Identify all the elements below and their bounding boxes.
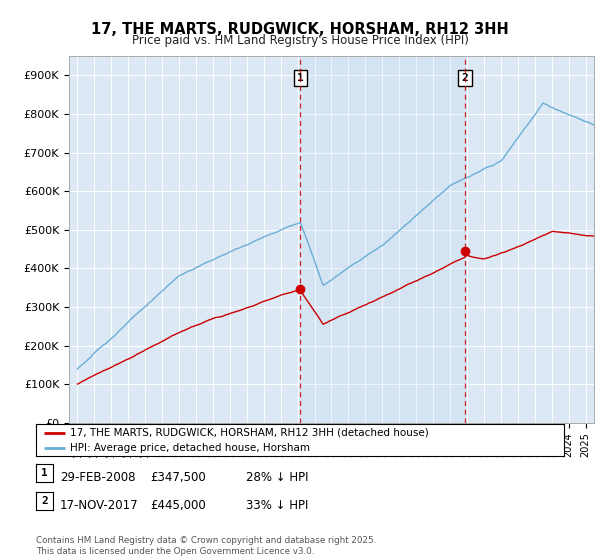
Text: 2: 2 bbox=[41, 496, 48, 506]
Text: £445,000: £445,000 bbox=[150, 498, 206, 512]
Text: 33% ↓ HPI: 33% ↓ HPI bbox=[246, 498, 308, 512]
Text: Contains HM Land Registry data © Crown copyright and database right 2025.
This d: Contains HM Land Registry data © Crown c… bbox=[36, 536, 376, 556]
Text: 28% ↓ HPI: 28% ↓ HPI bbox=[246, 470, 308, 484]
Text: 17, THE MARTS, RUDGWICK, HORSHAM, RH12 3HH: 17, THE MARTS, RUDGWICK, HORSHAM, RH12 3… bbox=[91, 22, 509, 38]
Bar bbox=[301, 56, 465, 423]
Text: 2: 2 bbox=[461, 73, 469, 83]
Text: HPI: Average price, detached house, Horsham: HPI: Average price, detached house, Hors… bbox=[70, 443, 310, 453]
Text: 17-NOV-2017: 17-NOV-2017 bbox=[60, 498, 139, 512]
Text: 17, THE MARTS, RUDGWICK, HORSHAM, RH12 3HH (detached house): 17, THE MARTS, RUDGWICK, HORSHAM, RH12 3… bbox=[70, 428, 429, 438]
Text: Price paid vs. HM Land Registry's House Price Index (HPI): Price paid vs. HM Land Registry's House … bbox=[131, 34, 469, 46]
Text: 1: 1 bbox=[297, 73, 304, 83]
Text: 1: 1 bbox=[41, 468, 48, 478]
Text: £347,500: £347,500 bbox=[150, 470, 206, 484]
Text: 29-FEB-2008: 29-FEB-2008 bbox=[60, 470, 136, 484]
